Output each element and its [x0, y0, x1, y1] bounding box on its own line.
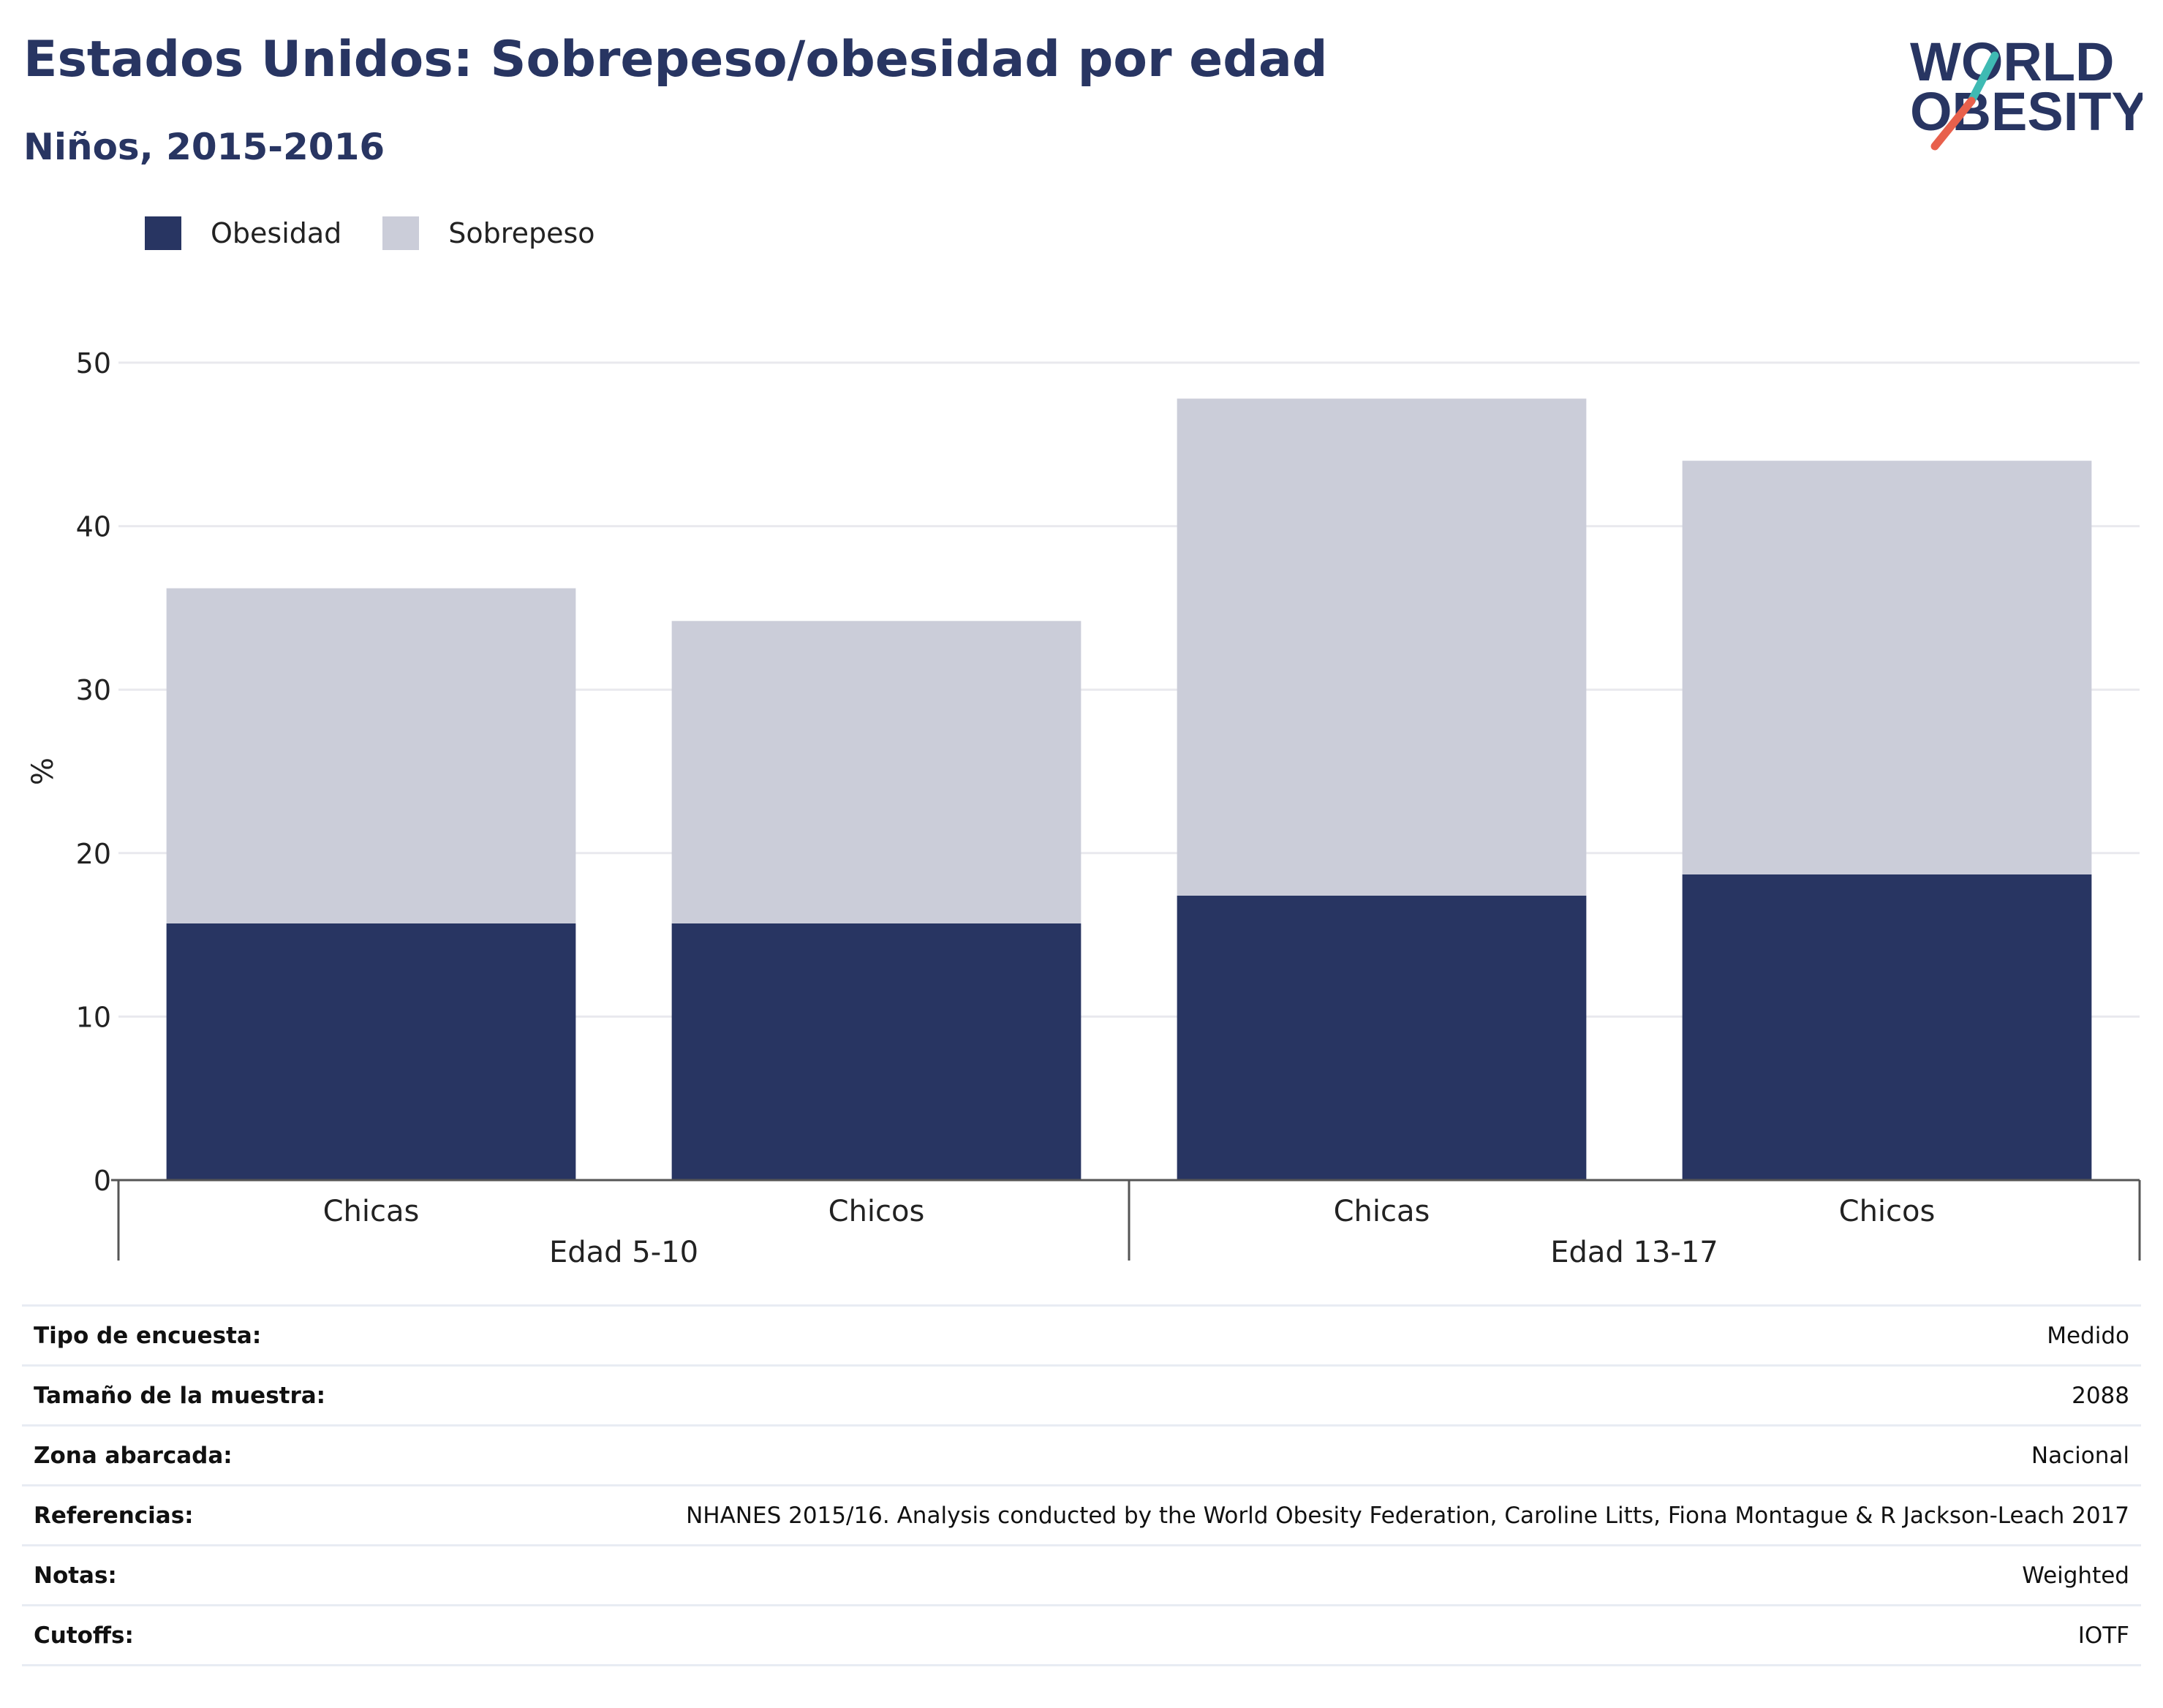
meta-key: Notas: — [34, 1562, 117, 1589]
world-obesity-logo: WORLD OBESITY — [1910, 31, 2143, 151]
meta-key: Referencias: — [34, 1502, 194, 1529]
stacked-bar-chart: 0 10 20 30 40 50% Chicas Chicos Chicas Chicos Edad… — [26, 347, 2141, 1269]
meta-key: Zona abarcada: — [34, 1442, 233, 1469]
bar-obesidad-3 — [1177, 895, 1587, 1180]
legend-label: Sobrepeso — [448, 217, 595, 249]
chart-subtitle: Niños, 2015-2016 — [23, 126, 385, 168]
meta-value: 2088 — [2072, 1382, 2129, 1409]
y-tick-label: 20 — [76, 838, 111, 870]
x-group-label: Edad 13-17 — [1550, 1236, 1718, 1269]
y-axis-label: % — [26, 757, 60, 785]
bar-obesidad-1 — [166, 923, 576, 1180]
bar-sobrepeso-2 — [671, 621, 1082, 923]
survey-info-table: Tipo de encuesta: Medido Tamaño de la mues… — [22, 1304, 2141, 1666]
y-tick-label: 50 — [76, 347, 111, 379]
legend-item-sobrepeso[interactable]: Sobrepeso — [382, 216, 595, 250]
chart-legend: Obesidad Sobrepeso — [145, 216, 636, 250]
meta-key: Tamaño de la muestra: — [34, 1382, 326, 1409]
bar-sobrepeso-1 — [166, 588, 576, 923]
logo-line1: WORLD — [1910, 31, 2115, 92]
meta-key: Cutoffs: — [34, 1622, 134, 1649]
meta-key: Tipo de encuesta: — [34, 1322, 262, 1349]
meta-value: IOTF — [2077, 1622, 2129, 1649]
legend-item-obesidad[interactable]: Obesidad — [145, 216, 341, 250]
y-tick-label: 30 — [76, 674, 111, 706]
meta-row: Tamaño de la muestra: 2088 — [22, 1365, 2141, 1426]
meta-value: Weighted — [2022, 1562, 2129, 1589]
y-tick-label: 0 — [94, 1165, 111, 1197]
legend-swatch-obesidad — [145, 216, 181, 250]
legend-label: Obesidad — [211, 217, 342, 249]
bar-sobrepeso-4 — [1682, 461, 2092, 874]
x-group-label: Edad 5-10 — [549, 1236, 698, 1269]
meta-value: Nacional — [2031, 1442, 2129, 1469]
logo-slash-bottom — [1930, 97, 1976, 151]
bar-obesidad-2 — [671, 923, 1082, 1180]
meta-row: Notas: Weighted — [22, 1545, 2141, 1606]
meta-value: NHANES 2015/16. Analysis conducted by th… — [686, 1502, 2129, 1529]
bar-sobrepeso-3 — [1177, 398, 1587, 896]
meta-row: Zona abarcada: Nacional — [22, 1425, 2141, 1486]
x-category-label: Chicas — [1334, 1195, 1430, 1228]
bar-obesidad-4 — [1682, 874, 2092, 1180]
meta-row: Cutoffs: IOTF — [22, 1605, 2141, 1666]
x-category-label: Chicas — [323, 1195, 420, 1228]
meta-row: Tipo de encuesta: Medido — [22, 1305, 2141, 1366]
meta-row: Referencias: NHANES 2015/16. Analysis con… — [22, 1485, 2141, 1546]
y-tick-label: 10 — [76, 1001, 111, 1033]
meta-value: Medido — [2047, 1322, 2129, 1349]
logo-slash-top — [1967, 51, 1999, 105]
legend-swatch-sobrepeso — [382, 216, 420, 250]
y-tick-label: 40 — [76, 511, 111, 543]
x-category-label: Chicos — [1839, 1195, 1936, 1228]
chart-title: Estados Unidos: Sobrepeso/obesidad por e… — [23, 31, 1328, 88]
x-category-label: Chicos — [828, 1195, 925, 1228]
